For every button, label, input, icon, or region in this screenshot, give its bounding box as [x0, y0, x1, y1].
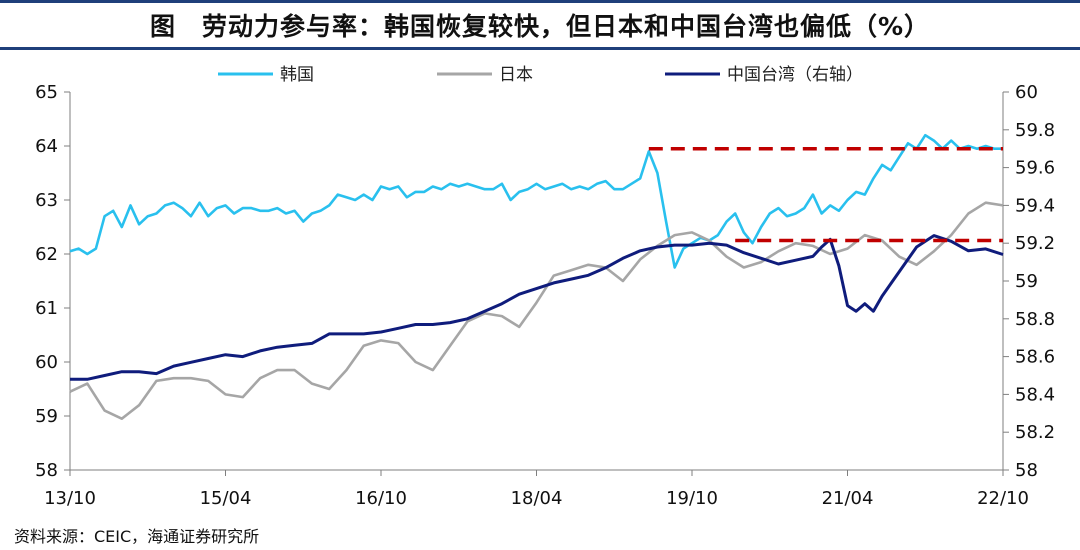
- right-y-tick-label: 59.4: [1015, 195, 1055, 216]
- series-line-2: [69, 201, 1004, 420]
- right-y-tick-label: 59.6: [1015, 158, 1055, 179]
- left-y-tick-label: 59: [35, 406, 58, 427]
- line-chart: 58 59 60 61 62 63 64 65 58 58.2 58.4 58.6 58.8 59 59.2…: [35, 65, 1055, 509]
- right-y-tick-label: 59.2: [1015, 233, 1055, 254]
- series-line-1: [69, 133, 1003, 269]
- right-y-tick-label: 58.2: [1015, 422, 1055, 443]
- title-bar: 图 劳动力参与率：韩国恢复较快，但日本和中国台湾也偏低（%）: [0, 0, 1080, 50]
- left-y-tick-label: 60: [35, 352, 58, 373]
- left-y-tick-label: 63: [35, 190, 58, 211]
- x-tick-label: 22/10: [977, 488, 1029, 509]
- x-tick-label: 16/10: [355, 488, 407, 509]
- source-note: 资料来源：CEIC，海通证券研究所: [14, 527, 260, 546]
- right-y-tick-label: 58.8: [1015, 309, 1055, 330]
- x-tick-label: 19/10: [666, 488, 718, 509]
- right-y-tick-label: 59.8: [1015, 120, 1055, 141]
- left-y-tick-label: 65: [35, 82, 58, 103]
- right-y-tick-label: 60: [1015, 82, 1038, 103]
- legend-label-3: 中国台湾（右轴）: [727, 65, 863, 85]
- x-tick-label: 21/04: [822, 488, 874, 509]
- legend-label-1: 韩国: [280, 65, 314, 85]
- x-tick-label: 18/04: [511, 488, 563, 509]
- x-tick-label: 13/10: [44, 488, 96, 509]
- left-y-tick-label: 64: [35, 136, 58, 157]
- chart-title: 图 劳动力参与率：韩国恢复较快，但日本和中国台湾也偏低（%）: [149, 12, 931, 41]
- right-y-tick-label: 59: [1015, 271, 1038, 292]
- right-y-tick-label: 58.4: [1015, 384, 1055, 405]
- right-y-tick-label: 58.6: [1015, 347, 1055, 368]
- x-tick-label: 15/04: [200, 488, 252, 509]
- right-y-tick-label: 58: [1015, 460, 1038, 481]
- legend-label-2: 日本: [499, 65, 533, 85]
- left-y-tick-label: 58: [35, 460, 58, 481]
- series-line-3: [70, 234, 1004, 381]
- left-y-tick-label: 61: [35, 298, 58, 319]
- left-y-tick-label: 62: [35, 244, 58, 265]
